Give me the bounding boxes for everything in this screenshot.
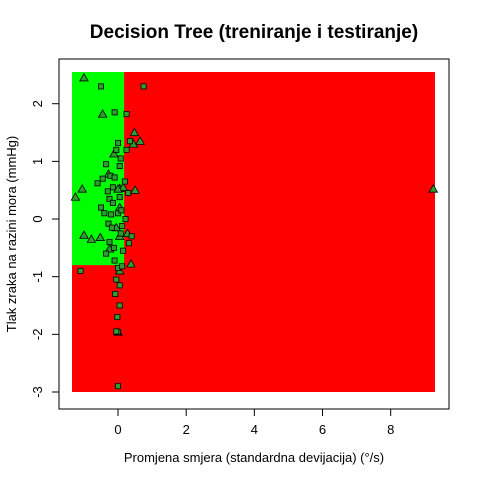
triangle-point (77, 184, 88, 193)
square-point (113, 328, 120, 335)
y-axis: -3 -2 -1 0 1 2 (30, 100, 60, 398)
square-point (109, 184, 116, 191)
square-point (94, 180, 101, 187)
square-point (122, 216, 129, 223)
chart-title: Decision Tree (treniranje i testiranje) (90, 22, 418, 43)
square-point (109, 199, 116, 206)
square-point (106, 239, 113, 246)
triangle-point (97, 109, 108, 118)
y-axis-label: Tlak zraka na razini mora (mmHg) (4, 136, 19, 333)
triangle-point (129, 127, 140, 137)
square-point (113, 276, 120, 283)
square-point (116, 194, 123, 201)
triangle-point (70, 192, 81, 201)
square-point (113, 146, 120, 153)
square-point (119, 263, 126, 270)
triangle-point (126, 258, 136, 268)
square-point (120, 247, 127, 254)
square-point (117, 155, 124, 162)
square-point (116, 302, 123, 309)
y-tick-label: 0 (30, 215, 45, 222)
square-point (126, 138, 133, 145)
y-tick-label: -1 (30, 271, 45, 283)
square-point (140, 83, 147, 90)
square-point (118, 207, 125, 214)
y-tick-label: 1 (30, 158, 45, 165)
square-point (97, 204, 104, 211)
x-axis: 0 2 4 6 8 (114, 408, 394, 437)
square-point (115, 139, 122, 146)
x-tick-label: 2 (183, 422, 190, 437)
square-point (111, 109, 118, 116)
square-point (77, 267, 84, 274)
triangle-point (79, 230, 89, 239)
y-tick-label: -3 (30, 386, 45, 398)
square-point (112, 290, 119, 297)
square-point (123, 146, 130, 153)
square-point (106, 195, 113, 202)
square-point (114, 314, 121, 321)
triangle-point (109, 148, 119, 158)
square-point (125, 190, 132, 197)
square-point (128, 233, 135, 240)
square-point (121, 178, 128, 185)
square-point (103, 161, 110, 168)
square-point (110, 244, 117, 251)
square-point (99, 175, 106, 182)
square-point (103, 250, 110, 257)
square-point (101, 210, 108, 217)
triangle-point (130, 185, 140, 194)
square-point (97, 83, 104, 90)
region-green (72, 72, 125, 266)
x-tick-label: 8 (387, 422, 394, 437)
square-point (117, 230, 124, 237)
triangle-point (113, 184, 123, 193)
triangle-point (428, 184, 439, 193)
x-tick-label: 0 (114, 422, 121, 437)
decision-regions (72, 72, 435, 392)
triangle-point (118, 182, 129, 191)
square-point (115, 383, 122, 390)
square-point (111, 257, 118, 264)
x-axis-label: Promjena smjera (standardna devijacija) … (124, 450, 384, 465)
square-point (119, 222, 126, 229)
x-tick-label: 4 (251, 422, 258, 437)
triangle-point (95, 232, 106, 242)
y-tick-label: 2 (30, 100, 45, 107)
square-point (108, 224, 115, 231)
square-point (105, 220, 112, 227)
square-point (123, 111, 130, 118)
triangle-point (86, 234, 97, 243)
region-red (72, 72, 435, 392)
data-points (70, 72, 439, 390)
square-point (111, 174, 118, 181)
square-point (104, 188, 111, 195)
square-point (116, 162, 123, 169)
y-tick-label: -2 (30, 329, 45, 341)
square-point (116, 282, 123, 289)
square-point (125, 240, 132, 247)
triangle-point (135, 136, 146, 145)
triangle-point (79, 72, 89, 82)
square-point (108, 211, 115, 218)
x-tick-label: 6 (319, 422, 326, 437)
